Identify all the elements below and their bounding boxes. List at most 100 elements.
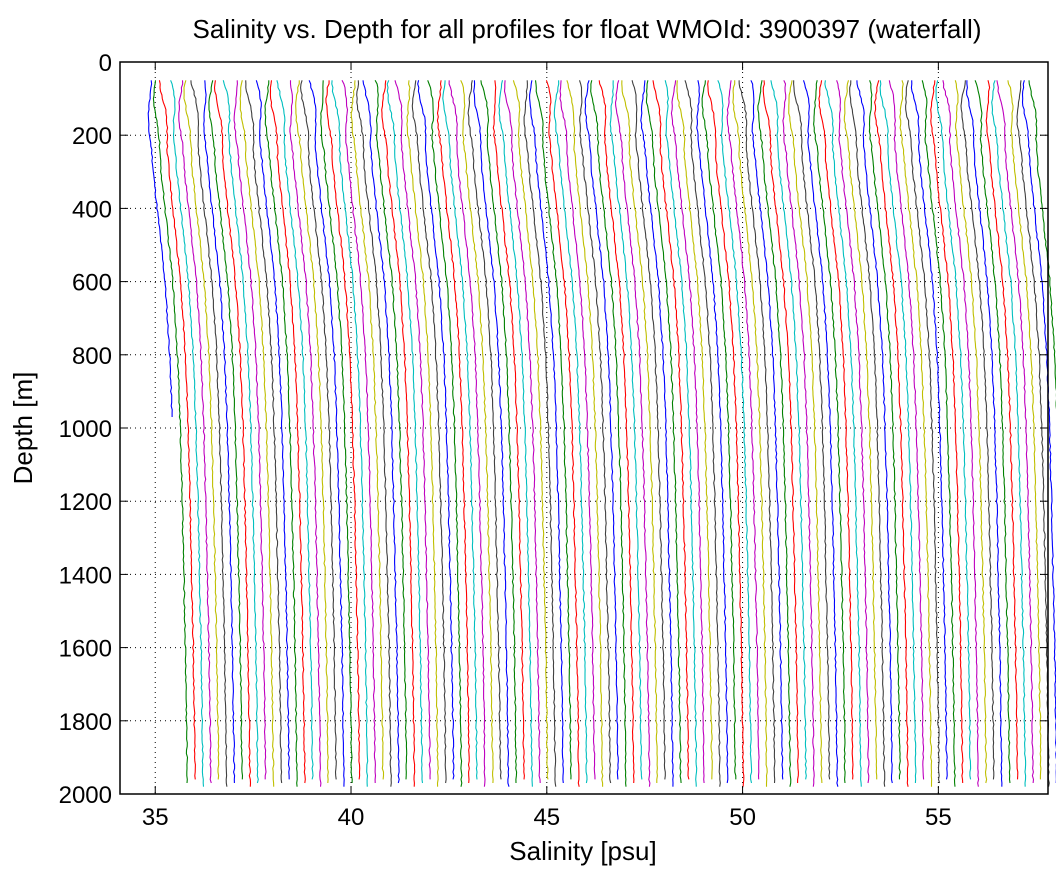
profile-line xyxy=(233,80,267,780)
profile-line xyxy=(417,80,455,780)
chart-title: Salinity vs. Depth for all profiles for … xyxy=(193,14,982,44)
y-tick-label: 1800 xyxy=(59,709,112,736)
profile-lines xyxy=(147,80,1056,787)
profile-line xyxy=(394,80,431,780)
profile-line xyxy=(696,80,729,784)
profile-line xyxy=(427,80,463,787)
grid-lines xyxy=(120,61,1048,795)
profile-line xyxy=(782,80,815,787)
profile-line xyxy=(584,80,619,780)
profile-line xyxy=(386,80,424,784)
profile-line xyxy=(264,80,298,787)
profile-line xyxy=(467,80,502,780)
profile-line xyxy=(856,80,893,784)
profile-line xyxy=(553,80,588,784)
profile-line xyxy=(1028,80,1056,410)
profile-line xyxy=(726,80,760,780)
profile-line xyxy=(966,80,1003,787)
profile-line xyxy=(512,80,549,780)
profile-line xyxy=(717,80,753,784)
profile-line xyxy=(331,80,369,787)
y-tick-label: 1600 xyxy=(59,636,112,663)
profile-line xyxy=(213,80,252,787)
profile-line xyxy=(836,80,870,784)
profile-line xyxy=(178,80,212,784)
profile-line xyxy=(640,80,674,787)
profile-line xyxy=(158,80,196,780)
profile-line xyxy=(245,80,283,784)
profile-line xyxy=(350,80,385,780)
profile-line xyxy=(308,80,345,787)
y-tick-label: 800 xyxy=(72,343,112,370)
profile-line xyxy=(738,80,776,784)
profile-line xyxy=(843,80,878,780)
profile-line xyxy=(899,80,933,787)
profile-line xyxy=(942,80,980,787)
x-tick-label: 45 xyxy=(533,804,560,831)
profile-line xyxy=(356,80,392,787)
profile-line xyxy=(910,80,948,780)
profile-line xyxy=(498,80,533,787)
profile-line xyxy=(147,80,173,417)
profile-line xyxy=(203,80,236,784)
profile-line xyxy=(545,80,580,787)
profile-line xyxy=(631,80,666,780)
profile-line xyxy=(614,80,651,787)
y-tick-label: 600 xyxy=(72,270,112,297)
profile-line xyxy=(170,80,205,787)
profile-line xyxy=(1016,80,1050,787)
profile-line xyxy=(276,80,314,780)
profile-line xyxy=(684,80,721,787)
profile-line xyxy=(621,80,658,783)
profile-line xyxy=(152,80,189,784)
profile-line xyxy=(473,80,510,787)
profile-line xyxy=(295,80,329,784)
profile-line xyxy=(559,80,596,780)
profile-line xyxy=(341,80,377,784)
profile-line xyxy=(707,80,745,787)
profile-line xyxy=(888,80,925,780)
x-tick-label: 55 xyxy=(925,804,952,831)
profile-line xyxy=(534,80,572,780)
profile-line xyxy=(874,80,909,787)
y-axis-ticks: 0 200 400 600 800 1000 1200 1400 1600 1800 2000 xyxy=(59,50,1048,809)
profile-line xyxy=(813,80,846,784)
profile-line xyxy=(762,80,799,783)
profile-line xyxy=(609,80,643,780)
profile-line xyxy=(954,80,988,784)
y-tick-label: 400 xyxy=(72,196,112,223)
profile-line xyxy=(222,80,259,784)
y-axis-label: Depth [m] xyxy=(8,372,38,485)
profile-line xyxy=(183,80,220,780)
profile-line xyxy=(701,80,737,780)
x-axis-label: Salinity [psu] xyxy=(509,836,656,866)
x-tick-label: 40 xyxy=(338,804,365,831)
profile-line xyxy=(381,80,416,787)
profile-line xyxy=(255,80,290,780)
profile-line xyxy=(190,80,228,787)
profile-line xyxy=(436,80,470,784)
profile-line xyxy=(930,80,964,784)
profile-line xyxy=(921,80,956,787)
profile-line xyxy=(802,80,839,787)
profile-line xyxy=(566,80,604,787)
profile-line xyxy=(460,80,494,784)
profile-line xyxy=(935,80,972,780)
x-tick-label: 35 xyxy=(142,804,169,831)
profile-line xyxy=(879,80,917,784)
y-tick-label: 1200 xyxy=(59,489,112,516)
profile-line xyxy=(325,80,361,780)
profile-line xyxy=(824,80,862,787)
profile-line xyxy=(442,80,478,780)
profile-line xyxy=(1007,80,1042,780)
profile-line xyxy=(529,80,564,784)
profile-line xyxy=(406,80,439,787)
profile-line xyxy=(590,80,627,787)
profile-line xyxy=(664,80,698,787)
profile-line xyxy=(670,80,705,784)
profile-line xyxy=(818,80,854,780)
y-tick-label: 0 xyxy=(99,50,112,77)
profile-line xyxy=(985,80,1019,780)
profile-line xyxy=(208,80,244,780)
